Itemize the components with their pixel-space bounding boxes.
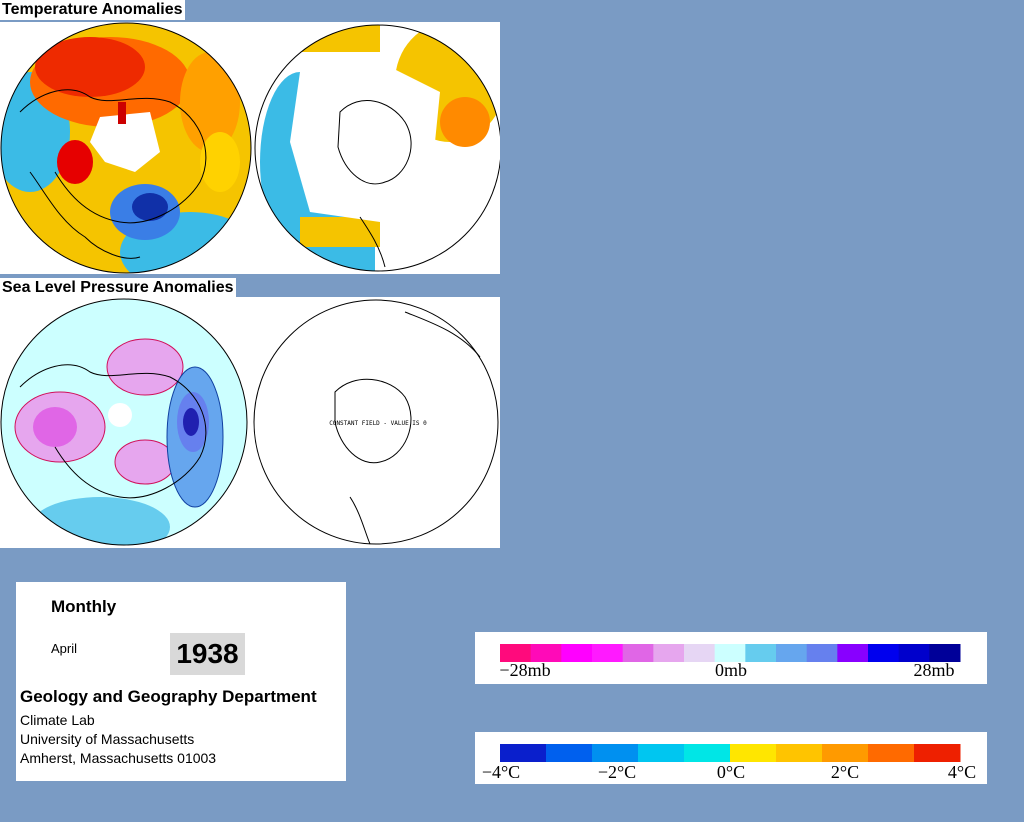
temperature-legend-swatch bbox=[638, 744, 685, 762]
year-display: 1938 bbox=[170, 633, 245, 675]
temperature-legend-swatch bbox=[684, 744, 731, 762]
university-label: University of Massachusetts bbox=[20, 731, 195, 747]
pressure-legend-swatch bbox=[622, 644, 654, 662]
temperature-label-minus-2: −2°C bbox=[598, 762, 636, 782]
month-label: April bbox=[51, 641, 78, 656]
temperature-legend-swatch bbox=[546, 744, 593, 762]
pressure-legend-swatch bbox=[530, 644, 562, 662]
pressure-label-max: 28mb bbox=[913, 660, 954, 680]
pressure-legend-swatch bbox=[500, 644, 532, 662]
pressure-legend-swatch bbox=[806, 644, 838, 662]
pressure-north-hemisphere-map bbox=[1, 299, 247, 545]
pressure-legend-swatch bbox=[868, 644, 900, 662]
pressure-map-panel: CONSTANT FIELD - VALUE IS 0 bbox=[0, 297, 500, 548]
temperature-map-panel bbox=[0, 22, 500, 274]
temperature-label-minus-4: −4°C bbox=[482, 762, 520, 782]
pressure-color-bar bbox=[500, 644, 961, 662]
info-box: Monthly April 1938 Geology and Geography… bbox=[16, 582, 346, 781]
pressure-legend-swatch bbox=[745, 644, 777, 662]
temperature-legend: −4°C −2°C 0°C 2°C 4°C bbox=[475, 732, 987, 784]
pressure-legend-swatch bbox=[592, 644, 624, 662]
pressure-legend-swatch bbox=[561, 644, 593, 662]
temperature-legend-swatch bbox=[730, 744, 777, 762]
pressure-title: Sea Level Pressure Anomalies bbox=[0, 278, 236, 298]
pressure-south-hemisphere-map: CONSTANT FIELD - VALUE IS 0 bbox=[253, 299, 499, 545]
temperature-title: Temperature Anomalies bbox=[0, 0, 185, 20]
pressure-label-min: −28mb bbox=[499, 660, 550, 680]
temperature-color-bar bbox=[500, 744, 961, 762]
department-label: Geology and Geography Department bbox=[20, 687, 317, 706]
pressure-legend-swatch bbox=[653, 644, 685, 662]
address-label: Amherst, Massachusetts 01003 bbox=[20, 750, 217, 766]
temperature-label-zero: 0°C bbox=[717, 762, 745, 782]
pressure-legend-swatch bbox=[684, 644, 716, 662]
period-label: Monthly bbox=[51, 597, 117, 616]
pressure-legend-swatch bbox=[714, 644, 746, 662]
lab-label: Climate Lab bbox=[20, 712, 95, 728]
pressure-label-zero: 0mb bbox=[715, 660, 747, 680]
pressure-legend-swatch bbox=[898, 644, 930, 662]
pressure-legend-swatch bbox=[837, 644, 869, 662]
temperature-legend-swatch bbox=[500, 744, 547, 762]
temperature-label-plus-4: 4°C bbox=[948, 762, 976, 782]
pressure-legend-swatch bbox=[929, 644, 961, 662]
temperature-north-hemisphere-map bbox=[1, 23, 251, 273]
temperature-legend-swatch bbox=[776, 744, 823, 762]
constant-field-label: CONSTANT FIELD - VALUE IS 0 bbox=[329, 420, 427, 427]
temperature-legend-swatch bbox=[592, 744, 639, 762]
temperature-legend-swatch bbox=[914, 744, 961, 762]
temperature-label-plus-2: 2°C bbox=[831, 762, 859, 782]
temperature-legend-swatch bbox=[868, 744, 915, 762]
pressure-legend-swatch bbox=[776, 644, 808, 662]
temperature-legend-swatch bbox=[822, 744, 869, 762]
pressure-legend: −28mb 0mb 28mb bbox=[475, 632, 987, 684]
